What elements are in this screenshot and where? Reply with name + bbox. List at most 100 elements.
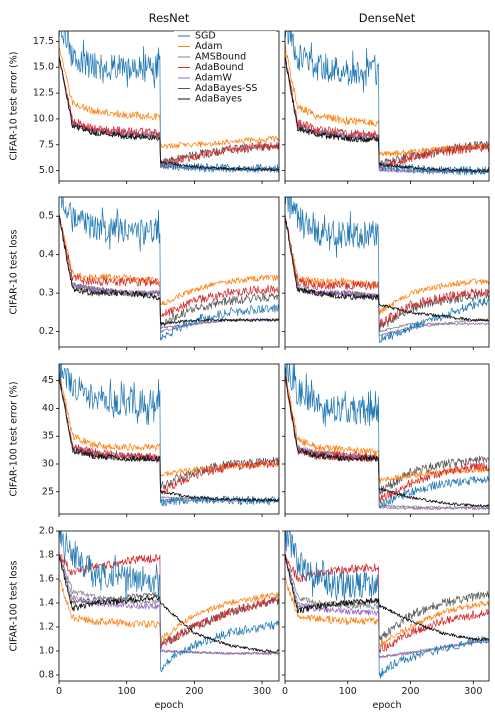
legend-label-adam: Adam [195, 41, 222, 52]
panels-group: CIFAR-10 test error (%) 5.0 7.5 10.0 12.5 15.… [9, 30, 490, 711]
y-tick-label: 2.0 [39, 526, 54, 537]
series-line-amsbound [285, 213, 489, 332]
column-title-resnet: ResNet [149, 11, 190, 25]
x-tick-label: 300 [253, 686, 271, 697]
series-line-adamw [285, 375, 489, 510]
series-lines [59, 364, 279, 507]
series-line-amsbound [285, 375, 489, 509]
series-line-adam [285, 575, 489, 647]
x-tick-label: 0 [56, 686, 62, 697]
series-lines [59, 31, 279, 174]
x-tick-label: 200 [185, 686, 203, 697]
series-line-adabound [59, 373, 279, 495]
series-line-adam [285, 44, 489, 157]
series-line-adabayes-ss [285, 554, 489, 642]
y-axis-label: CIFAR-10 test error (%) [9, 52, 20, 161]
panel-densenet-row-2 [282, 363, 490, 517]
y-axis-label: CIFAR-100 test loss [9, 560, 20, 651]
series-line-adabayes [59, 213, 279, 326]
y-axis-label: CIFAR-100 test error (%) [9, 381, 20, 496]
plot-frame [284, 196, 490, 348]
legend-label-adabayes-ss: AdaBayes-SS [195, 83, 257, 94]
legend-label-adabayes: AdaBayes [195, 94, 242, 105]
y-tick-label: 10.0 [33, 113, 54, 124]
plot-frame [58, 30, 280, 182]
plot-frame [284, 363, 490, 515]
series-line-adamw [59, 553, 279, 655]
y-tick-label: 12.5 [33, 88, 54, 99]
legend: SGDAdamAMSBoundAdaBoundAdamWAdaBayes-SSA… [174, 31, 276, 107]
series-line-adabayes [59, 54, 279, 172]
y-tick-label: 25 [42, 486, 54, 497]
series-line-adamw [285, 58, 489, 174]
panel-densenet-row-3: 0 100 200 300 epoch [282, 530, 490, 711]
panel-resnet-row-0: 5.0 7.5 10.0 12.5 15.0 17.5 [33, 30, 280, 184]
plot-frame [284, 30, 490, 182]
panel-resnet-row-3: 0.8 1.0 1.2 1.4 1.6 1.8 2.0 0 100 200 300 epoch [39, 526, 280, 711]
series-lines [59, 197, 279, 341]
series-line-adabound [285, 219, 489, 328]
series-line-adabound [285, 57, 489, 171]
y-tick-label: 45 [42, 375, 54, 386]
plot-frame [284, 530, 490, 682]
series-line-sgd [60, 197, 279, 341]
plot-frame [58, 196, 280, 348]
series-line-adabayes-ss [285, 57, 489, 168]
series-lines [285, 31, 489, 176]
column-title-right: DenseNet [359, 11, 416, 25]
series-line-sgd [59, 531, 279, 673]
y-tick-label: 15.0 [33, 62, 54, 73]
x-tick-label: 200 [401, 686, 419, 697]
y-tick-label: 0.2 [39, 326, 54, 337]
series-line-adam [59, 579, 279, 642]
y-tick-label: 0.5 [39, 211, 54, 222]
series-line-adamw [285, 554, 489, 659]
y-tick-label: 1.0 [39, 646, 54, 657]
series-line-amsbound [285, 557, 489, 659]
legend-label-adamw: AdamW [195, 73, 232, 84]
series-line-adabayes [285, 56, 489, 173]
y-tick-label: 0.8 [39, 670, 54, 681]
legend-label-sgd: SGD [195, 31, 216, 42]
x-tick-label: 300 [464, 686, 482, 697]
series-lines [285, 197, 489, 343]
series-line-adam [285, 366, 489, 484]
series-line-adam [59, 215, 279, 306]
series-line-sgd [59, 31, 279, 174]
series-line-adabound [285, 377, 489, 504]
series-line-adam [59, 47, 279, 149]
series-line-adam [59, 370, 279, 477]
x-axis-label: epoch [373, 700, 402, 711]
series-line-sgd [285, 531, 489, 679]
panel-resnet-row-2: 25 30 35 40 45 [42, 363, 280, 517]
series-line-adabayes [59, 557, 279, 653]
series-line-adabayes [285, 553, 489, 641]
column-title-left: ResNet [149, 11, 190, 25]
y-tick-label: 5.0 [39, 165, 54, 176]
x-tick-label: 0 [282, 686, 288, 697]
series-line-adabayes [59, 377, 279, 502]
legend-label-amsbound: AMSBound [195, 52, 246, 63]
panel-densenet-row-0 [282, 30, 490, 184]
y-tick-label: 30 [42, 459, 54, 470]
y-tick-label: 17.5 [33, 36, 54, 47]
series-line-sgd [285, 197, 489, 343]
x-tick-label: 100 [339, 686, 357, 697]
plot-frame [58, 363, 280, 515]
column-title-densenet: DenseNet [359, 11, 416, 25]
series-line-adabound [285, 555, 489, 653]
x-axis-label: epoch [155, 700, 184, 711]
panel-densenet-row-1 [282, 196, 490, 350]
y-tick-label: 1.6 [39, 574, 54, 585]
series-line-sgd [285, 364, 489, 509]
series-lines [285, 531, 489, 679]
y-axis-label: CIFAR-10 test loss [9, 230, 20, 315]
panel-resnet-row-1: 0.2 0.3 0.4 0.5 [39, 196, 280, 350]
y-tick-label: 0.4 [39, 249, 54, 260]
y-tick-label: 1.8 [39, 550, 54, 561]
series-line-adabayes [285, 374, 489, 508]
x-tick-label: 100 [118, 686, 136, 697]
series-lines [285, 364, 489, 510]
series-lines [59, 531, 279, 673]
